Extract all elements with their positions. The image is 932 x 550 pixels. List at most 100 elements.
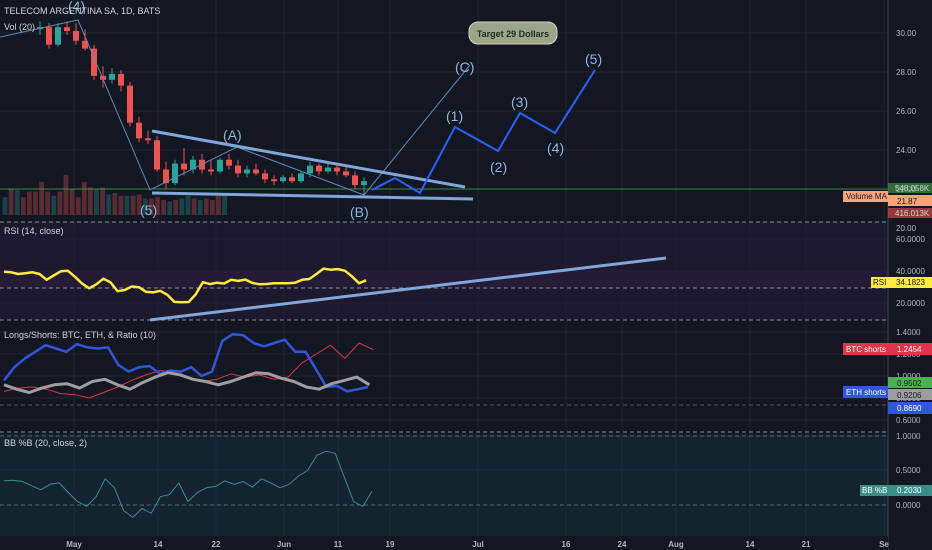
time-axis[interactable]: [0, 536, 888, 550]
eth-shorts-line: [3, 332, 369, 393]
candle-body: [82, 40, 88, 49]
ls-tick: 1.0000: [896, 372, 921, 381]
time-tick: Aug: [668, 540, 684, 549]
time-tick: 14: [154, 540, 163, 549]
target-callout-text: Target 29 Dollars: [477, 29, 549, 39]
candle-body: [109, 73, 115, 80]
vol-bottom-badge-text: 416.013K: [895, 209, 930, 218]
volume-bar: [155, 197, 160, 215]
volume-bar: [173, 200, 179, 215]
wave-label-4-past: (4): [68, 0, 85, 14]
candle-body: [190, 159, 196, 170]
wave-label-5-past: (5): [140, 202, 157, 218]
target-callout[interactable]: Target 29 Dollars: [468, 21, 558, 45]
btc-value-badge: [888, 343, 932, 355]
volume-bar: [142, 198, 148, 215]
candle-body: [334, 167, 340, 172]
rsi-label-badge: [871, 277, 888, 288]
value-badges: 548.058K Volume MA 21.87 416.013K RSI 34…: [843, 183, 932, 496]
candle-body: [226, 159, 232, 166]
time-tick: 21: [802, 540, 811, 549]
bb-tick: 1.0000: [896, 432, 921, 441]
candle-body: [253, 169, 259, 174]
candle-body: [244, 169, 250, 174]
volume-bar: [112, 193, 118, 215]
volume-title: Vol (20): [4, 22, 35, 32]
target-callout-box: [468, 21, 558, 45]
candle-body: [91, 48, 97, 76]
candle-body: [136, 122, 142, 139]
bb-tick: 0.5000: [896, 466, 921, 475]
volume-bar: [20, 197, 26, 215]
wave-label-4: (4): [547, 140, 564, 156]
ma-value-badge: [888, 195, 932, 206]
bb-value-badge-text: 0.2030: [897, 486, 922, 495]
ratio-line: [3, 371, 371, 394]
volume-bar: [51, 195, 57, 215]
drawings: [0, 19, 667, 322]
rsi-pane-bg: [0, 222, 888, 320]
volume-bar: [130, 195, 136, 215]
volume-bars: [2, 174, 227, 215]
time-tick: 22: [212, 540, 221, 549]
price-scale[interactable]: [888, 0, 932, 550]
ls-pane-title: Longs/Shorts: BTC, ETH, & Ratio (10): [4, 330, 156, 340]
rsi-line: [3, 267, 367, 304]
candle-body: [325, 167, 331, 172]
volume-bar: [94, 188, 99, 215]
time-tick: Jul: [472, 540, 484, 549]
bb-label-badge: [860, 485, 888, 496]
volume-ma-badge-text: Volume MA: [846, 192, 888, 201]
rsi-tick: 20.0000: [896, 299, 925, 308]
wave-label-5: (5): [585, 51, 602, 67]
candle-body: [154, 140, 160, 170]
rsi-value-badge-text: 34.1823: [896, 278, 925, 287]
wave-label-3: (3): [511, 94, 528, 110]
candle-body: [46, 27, 52, 45]
eth-value-badge-text: 0.9206: [897, 391, 922, 400]
candle-body: [208, 169, 214, 172]
wedge-lower-line: [151, 191, 474, 201]
eth-top-badge-text: 0.9502: [897, 379, 922, 388]
volume-bar: [167, 201, 173, 215]
btc-shorts-badge: [843, 343, 888, 355]
volume-bar: [63, 174, 69, 215]
bb-pane-title: BB %B (20, close, 2): [4, 438, 87, 448]
pane-separators: [0, 221, 888, 506]
vol-top-badge: [888, 183, 932, 193]
wave-label-a: (A): [223, 127, 242, 143]
candle-body: [64, 27, 70, 32]
ratio-value-badge: [888, 402, 932, 414]
vol-bottom-badge: [888, 208, 932, 218]
volume-bar: [8, 188, 14, 215]
time-tick: 14: [746, 540, 755, 549]
bb-tick: 0.0000: [896, 501, 921, 510]
time-tick: 16: [562, 540, 571, 549]
rsi-label-badge-text: RSI: [873, 278, 886, 287]
volume-bar: [75, 197, 81, 215]
volume-bar: [69, 188, 75, 215]
volume-bar: [118, 195, 124, 215]
volume-bar: [185, 195, 191, 215]
wave-label-1: (1): [446, 108, 463, 124]
volume-bar: [2, 197, 8, 215]
volume-bar: [88, 187, 93, 215]
symbol-title: TELECOM ARGENTINA SA, 1D, BATS: [4, 6, 160, 16]
price-tick: 30.00: [896, 29, 917, 38]
rsi-trendline: [149, 256, 667, 322]
volume-ma-badge: [843, 191, 888, 202]
candle-body: [217, 159, 223, 172]
volume-bar: [179, 198, 185, 215]
price-tick: 20.00: [896, 224, 917, 233]
bb-label-badge-text: BB %B: [862, 486, 887, 495]
candle-body: [352, 175, 358, 186]
ls-tick: 1.4000: [896, 328, 921, 337]
candle-body: [343, 171, 349, 176]
volume-bar: [100, 187, 105, 215]
candle-body: [163, 169, 169, 184]
wave-label-c: (C): [455, 59, 474, 75]
candle-body: [235, 165, 241, 174]
candle-body: [172, 163, 178, 184]
candle-body: [307, 165, 313, 174]
